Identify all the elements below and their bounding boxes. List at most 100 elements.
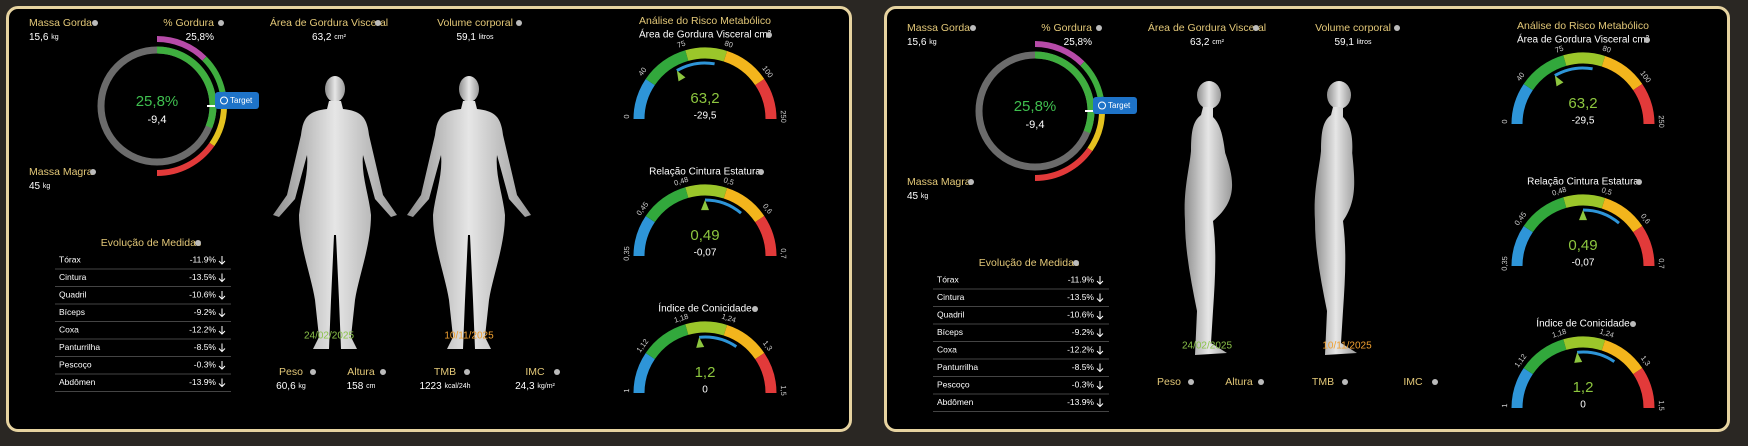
down-arrow bbox=[218, 291, 226, 300]
stat-unit: kg/m² bbox=[537, 383, 555, 390]
down-arrow bbox=[1096, 381, 1104, 390]
metric-number: 63,2 bbox=[312, 32, 332, 43]
figure-head bbox=[325, 76, 345, 102]
gauge-segment bbox=[1601, 339, 1643, 375]
stat-label: Altura bbox=[1225, 376, 1253, 388]
row-value: -13.9% bbox=[189, 377, 216, 387]
gauge-tick: 1,5 bbox=[1657, 400, 1666, 411]
gauge-tick: 1,18 bbox=[673, 312, 690, 325]
gauge-delta: -0,07 bbox=[1572, 258, 1595, 269]
info-icon bbox=[1644, 37, 1650, 43]
metric-label: Volume corporal bbox=[437, 17, 513, 29]
gauge-tick: 1,24 bbox=[720, 312, 737, 325]
row-value: -13.5% bbox=[1067, 292, 1094, 302]
date-after: 10/11/2025 bbox=[1322, 341, 1372, 352]
gauge-segment bbox=[1633, 368, 1655, 409]
row-label: Tórax bbox=[59, 254, 81, 264]
row-value: -10.6% bbox=[189, 289, 216, 299]
row-label: Cintura bbox=[59, 272, 87, 282]
metric-unit: litros bbox=[479, 34, 494, 41]
info-icon bbox=[90, 169, 96, 175]
ring-scale bbox=[1080, 61, 1104, 98]
stat-unit: kcal/24h bbox=[444, 383, 470, 390]
down-arrow bbox=[218, 361, 226, 370]
info-icon bbox=[1096, 25, 1102, 31]
gauge-tick: 0,35 bbox=[1500, 256, 1509, 271]
gauge-tick: 40 bbox=[1514, 71, 1526, 83]
body-figure bbox=[1184, 81, 1233, 355]
gauge-progress bbox=[1582, 208, 1620, 225]
info-icon bbox=[766, 32, 772, 38]
row-label: Pescoço bbox=[937, 379, 970, 389]
figure-body bbox=[1184, 107, 1233, 355]
metric-label: Área de Gordura Visceral bbox=[1148, 21, 1266, 34]
metric-number: 25,8% bbox=[1064, 37, 1092, 48]
target-label[interactable]: Target bbox=[1108, 101, 1131, 110]
metric-unit: litros bbox=[1357, 39, 1372, 46]
metric-number: 25,8% bbox=[186, 32, 214, 43]
gauge-tick: 0,5 bbox=[1600, 185, 1613, 197]
gauge-value: 1,2 bbox=[695, 364, 716, 381]
gauge-pointer bbox=[1574, 352, 1583, 363]
body-figure bbox=[407, 76, 531, 349]
row-label: Abdômen bbox=[59, 377, 96, 387]
stat-label: Peso bbox=[1157, 376, 1181, 388]
gauge-segment bbox=[645, 187, 689, 223]
gauge-tick: 0,7 bbox=[779, 248, 788, 259]
down-arrow bbox=[218, 343, 226, 353]
figure-head bbox=[1327, 81, 1351, 109]
metric-label: Massa Gorda bbox=[29, 17, 92, 29]
row-label: Coxa bbox=[937, 344, 957, 354]
metric-number: 15,6 bbox=[907, 37, 927, 48]
row-label: Quadril bbox=[937, 309, 965, 319]
gauge-segment bbox=[645, 324, 689, 360]
row-label: Cintura bbox=[937, 292, 965, 302]
gauge-segment bbox=[755, 216, 777, 257]
gauge-segment bbox=[1563, 194, 1606, 209]
metric-number: 63,2 bbox=[1190, 37, 1210, 48]
date-before: 24/02/2025 bbox=[304, 331, 354, 342]
metric-value: 45 kg bbox=[907, 191, 928, 202]
target-button[interactable] bbox=[215, 92, 259, 109]
row-value: -9.2% bbox=[194, 307, 217, 317]
ring-delta: -9,4 bbox=[148, 114, 167, 126]
metric-unit: kg bbox=[43, 183, 51, 190]
ring-delta: -9,4 bbox=[1026, 119, 1045, 131]
metric-value: 63,2 cm² bbox=[1190, 37, 1225, 48]
gauge-tick: 0,35 bbox=[622, 246, 631, 261]
gauge-segment bbox=[685, 47, 728, 62]
ring-scale bbox=[1034, 147, 1093, 181]
target-icon bbox=[220, 96, 228, 105]
row-value: -9.2% bbox=[1072, 327, 1095, 337]
down-arrow bbox=[218, 256, 226, 265]
target-label[interactable]: Target bbox=[230, 96, 253, 105]
metric-unit: kg bbox=[51, 34, 59, 41]
gauge-tick: 1 bbox=[622, 388, 631, 392]
info-icon bbox=[1073, 260, 1079, 266]
row-label: Panturrilha bbox=[937, 362, 978, 372]
gauge-value: 0,49 bbox=[1568, 237, 1597, 254]
gauge-progress bbox=[704, 198, 742, 215]
info-icon bbox=[970, 25, 976, 31]
gauge-tick: 0 bbox=[622, 114, 631, 118]
metric-number: 59,1 bbox=[456, 32, 476, 43]
panel-canvas: Massa Gorda 15,6 kg % Gordura 25,8% Massa Ma… bbox=[907, 20, 1666, 412]
stat-value: 158 cm bbox=[347, 381, 376, 392]
target-button[interactable] bbox=[1093, 97, 1137, 114]
metric-label: Volume corporal bbox=[1315, 22, 1391, 34]
figure-body bbox=[1314, 107, 1357, 355]
gauge-segment bbox=[1633, 226, 1655, 267]
stat-label: TMB bbox=[434, 366, 456, 378]
metric-label: Massa Gorda bbox=[907, 22, 970, 34]
gauge-segment bbox=[1633, 84, 1655, 125]
down-arrow bbox=[1096, 311, 1104, 320]
metric-unit: kg bbox=[929, 39, 937, 46]
gauge-segment bbox=[1523, 339, 1567, 375]
gauge-tick: 0,5 bbox=[722, 175, 735, 187]
gauge-label: Relação Cintura Estatura bbox=[1527, 177, 1639, 188]
stat-number: 1223 bbox=[419, 381, 442, 392]
metric-number: 15,6 bbox=[29, 32, 49, 43]
stat-value: 1223 kcal/24h bbox=[419, 381, 470, 392]
stat-label: TMB bbox=[1312, 376, 1334, 388]
metric-value: 63,2 cm² bbox=[312, 32, 347, 43]
